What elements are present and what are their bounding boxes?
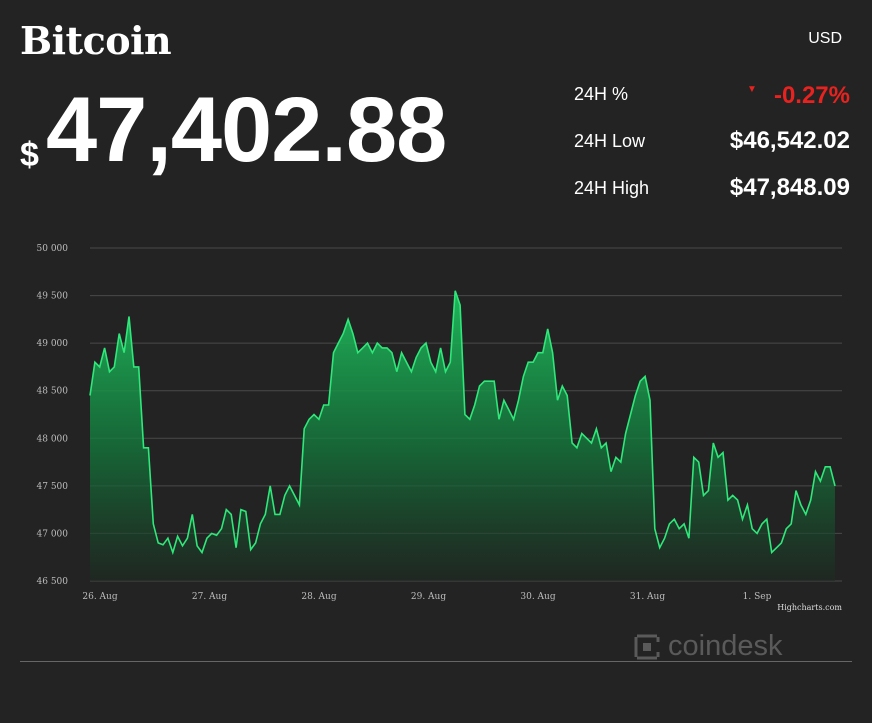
currency-selector[interactable]: USD xyxy=(808,30,842,47)
stat-24h-low-value: $46,542.02 xyxy=(729,127,850,154)
coindesk-logo-icon xyxy=(634,634,660,659)
down-triangle-icon: ▼ xyxy=(747,84,757,95)
x-tick-label: 1. Sep xyxy=(743,592,772,602)
x-tick-label: 30. Aug xyxy=(520,592,555,602)
x-tick-label: 27. Aug xyxy=(192,592,227,602)
stat-24h-percent-label: 24H % xyxy=(574,84,629,104)
y-tick-label: 46 500 xyxy=(37,577,69,587)
divider xyxy=(20,661,852,662)
price-line xyxy=(89,290,836,556)
stat-24h-low-label: 24H Low xyxy=(574,131,646,151)
y-tick-label: 47 000 xyxy=(37,529,69,539)
brand-name: coindesk xyxy=(668,630,783,662)
stat-24h-high-value: $47,848.09 xyxy=(729,174,850,201)
page-title: Bitcoin xyxy=(20,18,172,63)
y-tick-label: 49 000 xyxy=(37,339,69,349)
y-tick-label: 50 000 xyxy=(37,244,69,254)
y-tick-label: 48 500 xyxy=(37,387,69,397)
stat-24h-high-label: 24H High xyxy=(574,178,650,198)
price-area xyxy=(90,290,835,581)
x-tick-label: 26. Aug xyxy=(82,592,117,602)
y-tick-label: 48 000 xyxy=(37,434,69,444)
stat-24h-percent-value: -0.27% xyxy=(773,82,850,109)
y-tick-label: 47 500 xyxy=(37,482,69,492)
y-tick-label: 49 500 xyxy=(37,292,69,302)
coindesk-brand[interactable]: coindesk xyxy=(632,630,782,663)
highcharts-credit[interactable]: Highcharts.com xyxy=(777,603,842,612)
x-tick-label: 29. Aug xyxy=(411,592,446,602)
x-tick-label: 31. Aug xyxy=(630,592,665,602)
dollar-sign: $ xyxy=(20,136,39,174)
current-price: 47,402.88 xyxy=(46,79,447,181)
x-tick-label: 28. Aug xyxy=(301,592,336,602)
